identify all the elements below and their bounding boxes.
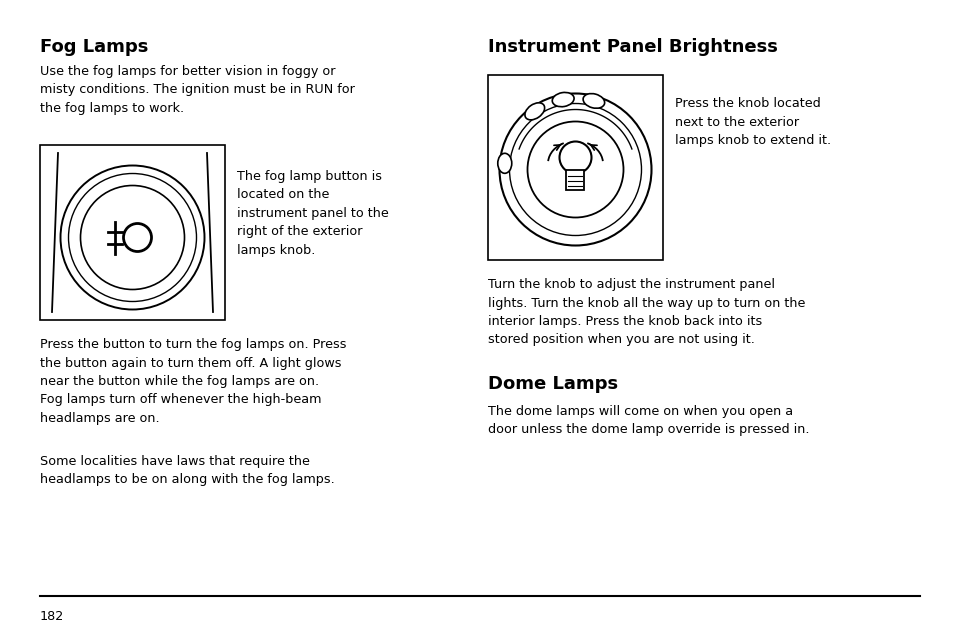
Text: Press the button to turn the fog lamps on. Press
the button again to turn them o: Press the button to turn the fog lamps o… bbox=[40, 338, 346, 425]
Text: Some localities have laws that require the
headlamps to be on along with the fog: Some localities have laws that require t… bbox=[40, 455, 335, 487]
Ellipse shape bbox=[524, 103, 544, 120]
Text: Dome Lamps: Dome Lamps bbox=[488, 375, 618, 393]
Ellipse shape bbox=[552, 92, 574, 107]
Bar bbox=[40, 145, 225, 320]
Text: 182: 182 bbox=[40, 610, 64, 623]
Ellipse shape bbox=[582, 93, 604, 108]
Bar bbox=[488, 75, 662, 260]
Ellipse shape bbox=[497, 153, 511, 174]
Text: Instrument Panel Brightness: Instrument Panel Brightness bbox=[488, 38, 777, 56]
Text: The fog lamp button is
located on the
instrument panel to the
right of the exter: The fog lamp button is located on the in… bbox=[236, 170, 388, 257]
Text: Turn the knob to adjust the instrument panel
lights. Turn the knob all the way u: Turn the knob to adjust the instrument p… bbox=[488, 278, 804, 347]
Circle shape bbox=[558, 141, 591, 174]
Bar bbox=[566, 170, 584, 190]
Text: The dome lamps will come on when you open a
door unless the dome lamp override i: The dome lamps will come on when you ope… bbox=[488, 405, 809, 436]
Text: Use the fog lamps for better vision in foggy or
misty conditions. The ignition m: Use the fog lamps for better vision in f… bbox=[40, 65, 355, 115]
Text: Press the knob located
next to the exterior
lamps knob to extend it.: Press the knob located next to the exter… bbox=[675, 97, 830, 147]
Text: Fog Lamps: Fog Lamps bbox=[40, 38, 149, 56]
